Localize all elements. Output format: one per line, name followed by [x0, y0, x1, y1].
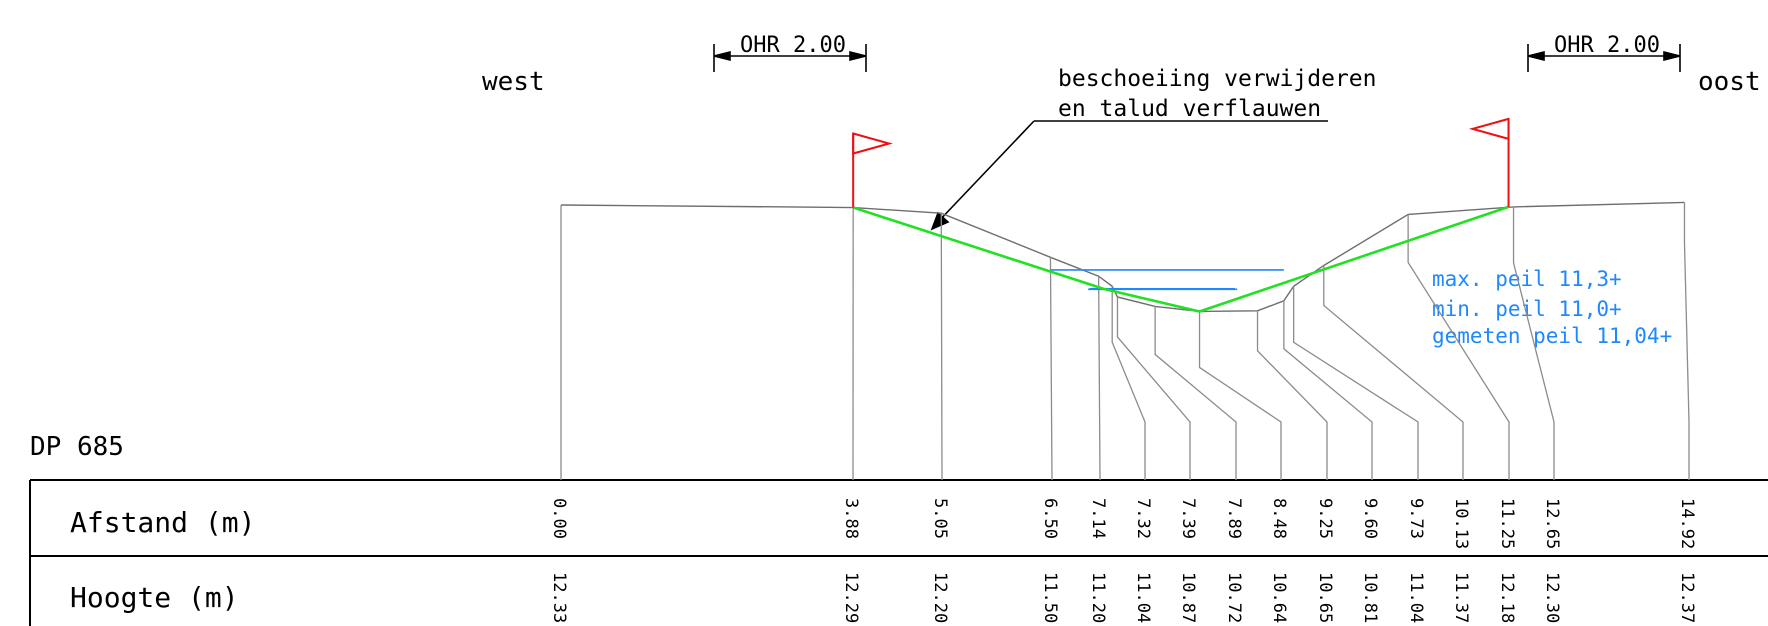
- design-profile: [852, 205, 1509, 313]
- station-leader: [1683, 202, 1690, 480]
- afstand-value: 9.25: [1315, 498, 1335, 539]
- station-leader: [1256, 310, 1328, 480]
- hoogte-value: 10.64: [1269, 572, 1289, 623]
- design-line: [852, 205, 1509, 313]
- afstand-value: 5.05: [930, 498, 950, 539]
- hoogte-value: 11.20: [1088, 572, 1108, 623]
- station-leaders: [560, 202, 1690, 481]
- station-leader: [1407, 214, 1510, 480]
- afstand-value: 7.32: [1133, 498, 1153, 539]
- station-leader: [1283, 300, 1373, 480]
- hoogte-value: 11.37: [1451, 572, 1471, 623]
- water-levels: [1050, 269, 1284, 291]
- afstand-value: 7.14: [1088, 498, 1108, 539]
- terrain-line: [560, 201, 1685, 313]
- west-label: west: [482, 67, 545, 97]
- hoogte-value: 12.20: [930, 572, 950, 623]
- hoogte-value: 12.37: [1677, 572, 1697, 623]
- measured-level-label: gemeten peil 11,04+: [1432, 324, 1672, 348]
- station-leader: [1111, 286, 1146, 480]
- station-leader: [940, 213, 943, 481]
- hoogte-value: 10.72: [1224, 572, 1244, 623]
- hoogte-value: 12.30: [1542, 572, 1562, 623]
- station-leader: [1198, 311, 1282, 480]
- hoogte-value: 11.04: [1133, 572, 1153, 623]
- data-table-frame: [29, 479, 1768, 626]
- afstand-value: 3.88: [841, 498, 861, 539]
- hoogte-value: 12.18: [1497, 572, 1517, 623]
- station-leader: [1293, 286, 1419, 480]
- flag-left: [852, 132, 893, 155]
- afstand-value: 11.25: [1497, 498, 1517, 549]
- station-leader: [1323, 265, 1464, 480]
- ohr-left-label: OHR 2.00: [740, 33, 846, 58]
- station-leader: [1049, 257, 1053, 481]
- hoogte-row-label: Hoogte (m): [70, 581, 239, 614]
- afstand-value: 9.60: [1360, 498, 1380, 539]
- hoogte-value: 10.81: [1360, 572, 1380, 623]
- afstand-value: 12.65: [1542, 498, 1562, 549]
- afstand-value: 7.89: [1224, 498, 1244, 539]
- afstand-row-label: Afstand (m): [70, 506, 255, 539]
- east-label: oost: [1698, 67, 1761, 97]
- station-leader: [1097, 276, 1101, 481]
- station-leader: [1116, 296, 1191, 480]
- ohr-dimension-right: [1527, 44, 1681, 72]
- afstand-value: 0.00: [549, 498, 569, 539]
- ohr-right-label: OHR 2.00: [1554, 33, 1660, 58]
- profile-id: DP 685: [30, 432, 124, 462]
- afstand-value: 6.50: [1040, 498, 1060, 539]
- hoogte-value: 12.33: [549, 572, 569, 623]
- terrain-layer: [560, 201, 1685, 313]
- ohr-dimension-left: [713, 44, 867, 72]
- afstand-value: 9.73: [1406, 498, 1426, 539]
- afstand-value: 8.48: [1269, 498, 1289, 539]
- hoogte-value: 10.87: [1178, 572, 1198, 623]
- afstand-value: 14.92: [1677, 498, 1697, 549]
- callout-line-2: en talud verflauwen: [1058, 96, 1321, 122]
- flag-right: [1468, 117, 1510, 141]
- callout-line-1: beschoeiing verwijderen: [1058, 66, 1377, 92]
- hoogte-value: 12.29: [841, 572, 861, 623]
- afstand-value: 10.13: [1451, 498, 1471, 549]
- callout-leader: [930, 120, 1328, 231]
- hoogte-value: 11.04: [1406, 572, 1426, 623]
- hoogte-value: 11.50: [1040, 572, 1060, 623]
- table-values: 0.00 12.33 3.88 12.29 5.05 12.20 6.50 11.50 7.14…: [549, 498, 1697, 623]
- flags: [852, 117, 1510, 208]
- station-leader: [1154, 306, 1237, 480]
- max-level-label: max. peil 11,3+: [1432, 267, 1622, 291]
- hoogte-value: 10.65: [1315, 572, 1335, 623]
- station-leader: [1512, 206, 1555, 480]
- afstand-value: 7.39: [1178, 498, 1198, 539]
